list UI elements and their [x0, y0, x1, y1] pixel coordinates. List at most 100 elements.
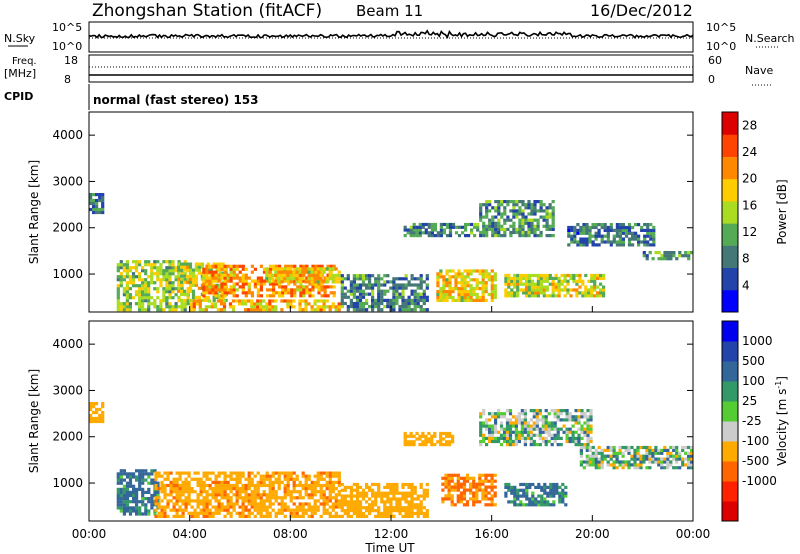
power-data-cell: [221, 262, 225, 266]
power-data-cell: [250, 299, 254, 303]
power-data-cell: [597, 228, 601, 232]
vel-data-cell: [669, 451, 673, 455]
power-data-cell: [479, 230, 483, 235]
vel-data-cell: [459, 482, 463, 486]
power-data-cell: [579, 243, 583, 247]
power-data-cell: [116, 302, 120, 306]
power-data-cell: [220, 285, 224, 289]
power-data-cell: [202, 294, 206, 298]
power-data-cell: [210, 305, 214, 309]
power-data-cell: [593, 279, 597, 283]
vel-data-cell: [514, 421, 518, 425]
power-data-cell: [416, 298, 420, 302]
vel-data-cell: [478, 482, 482, 486]
vel-data-cell: [156, 500, 160, 504]
vel-data-cell: [349, 497, 353, 501]
colorbar-swatch: [722, 200, 738, 224]
power-data-cell: [530, 227, 534, 231]
vel-data-cell: [238, 511, 242, 515]
vel-data-cell: [301, 474, 305, 478]
vel-data-cell: [355, 482, 360, 487]
vel-data-cell: [313, 508, 317, 512]
vel-data-cell: [636, 463, 640, 467]
power-data-cell: [280, 299, 284, 303]
vel-data-cell: [190, 490, 194, 494]
vel-data-cell: [144, 512, 148, 516]
vel-data-cell: [672, 466, 676, 470]
power-data-cell: [512, 230, 516, 235]
power-data-cell: [497, 203, 501, 207]
power-data-cell: [383, 305, 387, 309]
power-data-cell: [125, 281, 129, 285]
vel-data-cell: [292, 496, 296, 500]
power-data-cell: [618, 240, 622, 244]
power-data-cell: [433, 228, 437, 232]
power-data-cell: [645, 257, 649, 261]
power-data-cell: [576, 228, 580, 232]
power-data-cell: [320, 270, 324, 274]
vel-data-cell: [277, 483, 281, 488]
vel-data-cell: [157, 487, 161, 491]
vel-data-cell: [337, 483, 341, 488]
vel-data-cell: [550, 433, 554, 437]
power-data-cell: [615, 228, 619, 232]
power-data-cell: [439, 292, 443, 297]
power-data-cell: [584, 285, 588, 289]
vel-data-cell: [256, 480, 260, 484]
power-data-cell: [200, 265, 204, 269]
colorbar-tick-label: -500: [742, 454, 769, 468]
power-data-cell: [153, 260, 157, 264]
vel-data-cell: [609, 445, 613, 450]
power-data-cell: [301, 267, 305, 271]
power-data-cell: [643, 243, 647, 247]
power-data-cell: [581, 282, 585, 286]
vel-data-cell: [211, 490, 215, 494]
power-data-cell: [413, 301, 417, 306]
power-data-cell: [340, 295, 344, 299]
vel-data-cell: [172, 490, 176, 494]
power-data-cell: [451, 287, 455, 291]
vel-data-cell: [220, 471, 224, 475]
vel-data-cell: [147, 472, 151, 476]
power-data-cell: [493, 272, 497, 276]
vel-data-cell: [666, 466, 670, 470]
vel-data-cell: [481, 479, 485, 483]
power-data-cell: [380, 295, 384, 299]
vel-data-cell: [413, 511, 417, 516]
vel-data-cell: [513, 503, 517, 507]
power-data-cell: [404, 298, 408, 302]
vel-data-cell: [377, 494, 381, 498]
vel-data-cell: [666, 457, 670, 461]
vel-data-cell: [265, 474, 269, 478]
power-data-cell: [416, 292, 420, 296]
vel-data-cell: [307, 496, 311, 500]
vel-data-cell: [138, 506, 142, 510]
vel-data-cell: [116, 475, 120, 479]
power-data-cell: [220, 291, 224, 295]
vel-data-cell: [525, 503, 529, 507]
vel-data-cell: [232, 502, 236, 506]
vel-data-cell: [577, 409, 581, 413]
vel-data-cell: [271, 508, 275, 512]
vel-data-cell: [529, 436, 533, 440]
vel-data-cell: [389, 491, 393, 495]
vel-data-cell: [262, 505, 266, 509]
vel-data-cell: [535, 421, 539, 425]
power-data-cell: [304, 280, 308, 284]
vel-data-cell: [135, 506, 139, 510]
power-data-cell: [186, 296, 190, 300]
vel-data-cell: [163, 514, 167, 518]
power-data-cell: [265, 270, 269, 274]
power-data-cell: [153, 305, 157, 309]
power-data-cell: [542, 224, 546, 228]
vel-data-cell: [462, 488, 467, 492]
power-data-cell: [466, 290, 470, 294]
vel-data-cell: [459, 494, 463, 498]
power-data-cell: [296, 288, 300, 292]
power-data-cell: [314, 264, 318, 268]
vel-data-cell: [271, 487, 275, 491]
power-data-cell: [177, 305, 181, 309]
vel-data-cell: [564, 485, 568, 489]
vel-data-cell: [280, 496, 284, 500]
power-data-cell: [138, 302, 142, 306]
